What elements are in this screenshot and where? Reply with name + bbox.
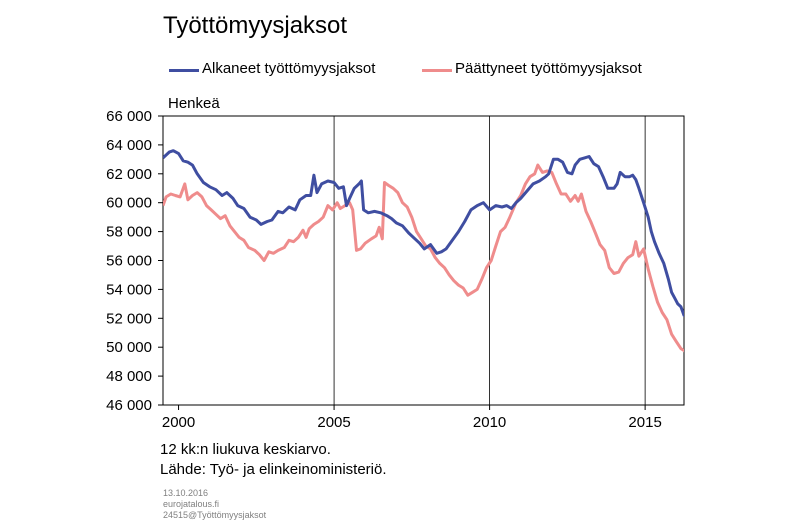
x-tick-label-2005: 2005	[317, 414, 350, 431]
y-axis-label: Henkeä	[168, 95, 220, 112]
series-line-alkaneet	[163, 149, 684, 318]
legend: Alkaneet työttömyysjaksot Päättyneet työ…	[160, 60, 700, 80]
y-tick-label-54000: 54 000	[106, 281, 152, 298]
note-source: Lähde: Työ- ja elinkeinoministeriö.	[160, 461, 387, 478]
y-tick-label-62000: 62 000	[106, 166, 152, 183]
legend-swatch-alkaneet	[169, 69, 199, 72]
y-tick-label-46000: 46 000	[106, 397, 152, 414]
y-tick-label-48000: 48 000	[106, 368, 152, 385]
chart-title: Työttömyysjaksot	[163, 12, 348, 39]
legend-label-alkaneet: Alkaneet työttömyysjaksot	[202, 60, 376, 77]
legend-label-paattyneet: Päättyneet työttömyysjaksot	[455, 60, 642, 77]
legend-swatch-paattyneet	[422, 69, 452, 72]
y-tick-label-66000: 66 000	[106, 108, 152, 125]
y-tick-label-56000: 56 000	[106, 253, 152, 270]
note-moving-average: 12 kk:n liukuva keskiarvo.	[160, 441, 331, 458]
x-tick-label-2015: 2015	[628, 414, 661, 431]
y-tick-label-50000: 50 000	[106, 339, 152, 356]
y-tick-label-64000: 64 000	[106, 137, 152, 154]
x-tick-label-2000: 2000	[162, 414, 195, 431]
x-tick-label-2010: 2010	[473, 414, 506, 431]
y-tick-label-52000: 52 000	[106, 310, 152, 327]
meta-date: 13.10.2016	[163, 488, 209, 498]
meta-code: 24515@Työttömyysjaksot	[163, 510, 267, 520]
y-tick-label-60000: 60 000	[106, 195, 152, 212]
y-tick-label-58000: 58 000	[106, 224, 152, 241]
meta-site: eurojatalous.fi	[163, 499, 220, 509]
series-line-paattyneet	[163, 163, 684, 353]
